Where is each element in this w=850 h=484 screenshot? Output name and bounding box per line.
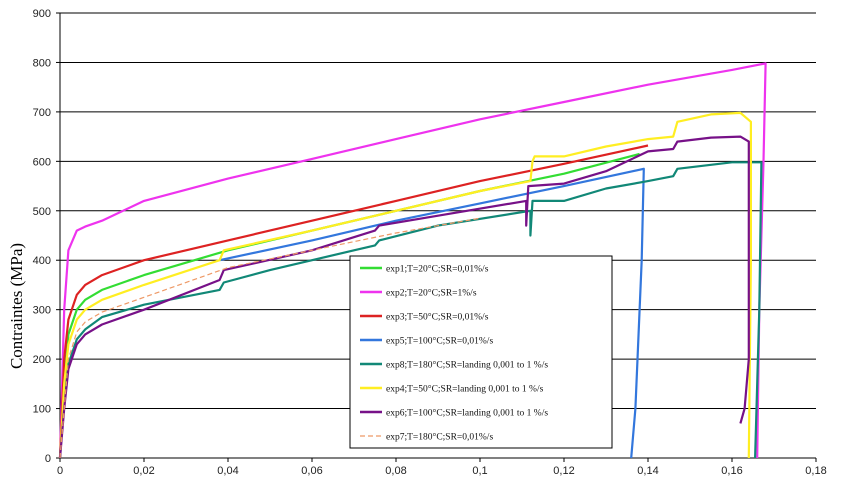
y-tick-label: 100 xyxy=(33,404,51,416)
x-tick-label: 0,08 xyxy=(385,465,406,477)
y-tick-label: 400 xyxy=(33,255,51,267)
series-line-7 xyxy=(58,135,750,459)
y-tick-label: 200 xyxy=(33,354,51,366)
x-tick-label: 0,02 xyxy=(133,465,154,477)
y-tick-label: 700 xyxy=(33,107,51,119)
y-tick-label: 600 xyxy=(33,156,51,168)
y-tick-label: 800 xyxy=(33,57,51,69)
legend-label-6: exp4;T=50°C;SR=landing 0,001 to 1 %/s xyxy=(386,384,544,395)
x-tick-label: 0,16 xyxy=(721,465,742,477)
legend-box xyxy=(349,255,613,449)
x-tick-label: 0,04 xyxy=(217,465,238,477)
series-line-8 xyxy=(59,217,481,459)
x-tick-label: 0,14 xyxy=(637,465,658,477)
x-tick-label: 0,18 xyxy=(805,465,826,477)
legend-label-4: exp5;T=100°C;SR=0,01%/s xyxy=(386,336,493,347)
legend-label-3: exp3;T=50°C;SR=0,01%/s xyxy=(386,312,489,323)
series-line-6 xyxy=(58,111,752,459)
legend-label-8: exp7;T=180°C;SR=0,01%/s xyxy=(386,432,493,443)
series-line-4 xyxy=(219,167,645,459)
y-tick-label: 300 xyxy=(33,305,51,317)
legend-label-2: exp2;T=20°C;SR=1%/s xyxy=(386,288,477,299)
y-axis-title: Contraintes (MPa) xyxy=(7,243,26,369)
x-tick-label: 0 xyxy=(57,465,63,477)
x-tick-label: 0,12 xyxy=(553,465,574,477)
series-line-2 xyxy=(58,62,767,459)
series-line-3 xyxy=(58,144,649,459)
legend: exp1;T=20°C;SR=0,01%/s exp2;T=20°C;SR=1%/… xyxy=(349,255,613,449)
axes: 0 100 200 300 400 500 600 700 800 900 0 0,02 0,04 0,0… xyxy=(33,8,827,477)
y-tick-label: 900 xyxy=(33,8,51,20)
series-line-5 xyxy=(58,161,763,459)
y-tick-label: 0 xyxy=(45,453,51,465)
legend-label-1: exp1;T=20°C;SR=0,01%/s xyxy=(386,264,489,275)
x-tick-label: 0,1 xyxy=(472,465,487,477)
x-tick-label: 0,06 xyxy=(301,465,322,477)
legend-label-5: exp8;T=180°C;SR=landing 0,001 to 1 %/s xyxy=(386,360,548,371)
y-tick-label: 500 xyxy=(33,206,51,218)
legend-label-7: exp6;T=100°C;SR=landing 0,001 to 1 %/s xyxy=(386,408,548,419)
series-lines xyxy=(58,62,767,459)
